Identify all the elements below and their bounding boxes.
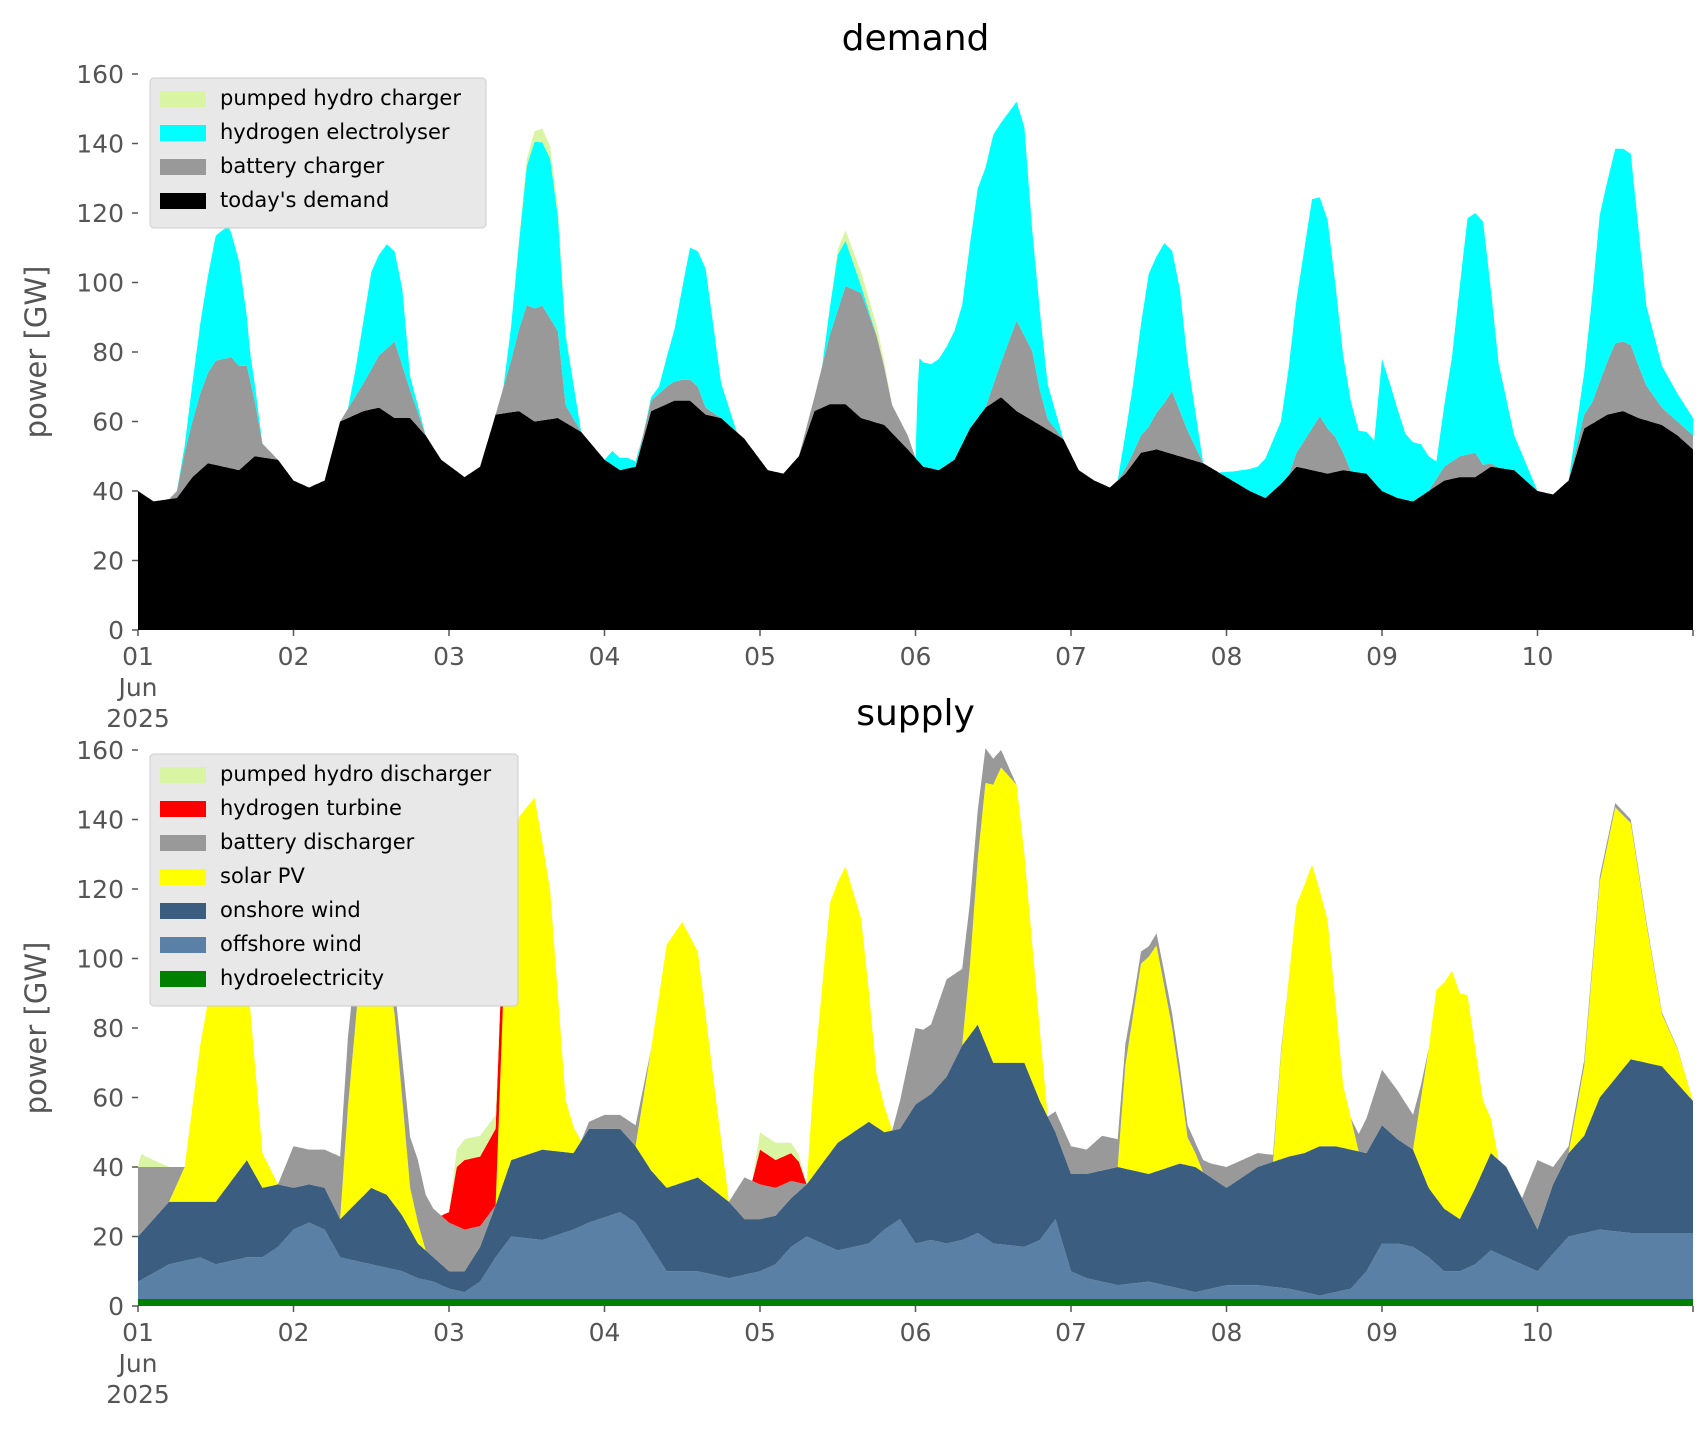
legend-swatch-solar-pv <box>160 869 206 885</box>
legend-swatch-hydrogen-turbine <box>160 801 206 817</box>
x-tick-label: 04 <box>589 642 621 671</box>
x-tick-label: 08 <box>1211 642 1243 671</box>
x-tick-label: 03 <box>433 642 465 671</box>
x-tick-label: 02 <box>278 1318 310 1347</box>
y-tick-label: 100 <box>76 945 124 974</box>
x-tick-label: 06 <box>900 642 932 671</box>
area-today-s-demand <box>138 397 1693 630</box>
legend-swatch-today-s-demand <box>160 193 206 209</box>
x-tick-label: 2025 <box>106 1380 170 1409</box>
x-tick-label: 05 <box>744 1318 776 1347</box>
legend-label-onshore-wind: onshore wind <box>220 898 361 922</box>
chart-title: demand <box>842 18 990 59</box>
x-tick-label: 01 <box>122 1318 154 1347</box>
x-tick-label: 06 <box>900 1318 932 1347</box>
legend-label-battery-discharger: battery discharger <box>220 830 415 854</box>
y-tick-label: 20 <box>92 547 124 576</box>
legend-label-battery-charger: battery charger <box>220 154 385 178</box>
y-axis-label: power [GW] <box>19 942 53 1115</box>
x-tick-label: 2025 <box>106 704 170 733</box>
legend: pumped hydro charger hydrogen electrolyse… <box>149 77 487 229</box>
legend-swatch-battery-charger <box>160 159 206 175</box>
y-tick-label: 40 <box>92 1153 124 1182</box>
x-tick-label: Jun <box>116 673 157 702</box>
area-offshore-wind <box>138 1212 1693 1299</box>
area-battery-discharger <box>138 748 1693 1272</box>
legend-swatch-offshore-wind <box>160 937 206 953</box>
legend-label-today-s-demand: today's demand <box>220 188 389 212</box>
x-tick-label: 09 <box>1366 1318 1398 1347</box>
x-tick-label: 03 <box>433 1318 465 1347</box>
y-tick-label: 140 <box>76 806 124 835</box>
x-tick-label: 02 <box>278 642 310 671</box>
y-axis-label: power [GW] <box>19 266 53 439</box>
x-tick-label: 10 <box>1522 642 1554 671</box>
y-tick-label: 60 <box>92 1084 124 1113</box>
x-tick-label: 07 <box>1055 1318 1087 1347</box>
legend-label-hydroelectricity: hydroelectricity <box>220 966 384 990</box>
x-tick-label: 08 <box>1211 1318 1243 1347</box>
y-tick-label: 80 <box>92 1014 124 1043</box>
x-tick-label: 05 <box>744 642 776 671</box>
x-tick-label: 10 <box>1522 1318 1554 1347</box>
legend-swatch-hydroelectricity <box>160 971 206 987</box>
y-tick-label: 80 <box>92 338 124 367</box>
x-tick-label: 01 <box>122 642 154 671</box>
y-tick-label: 120 <box>76 875 124 904</box>
legend-swatch-battery-discharger <box>160 835 206 851</box>
y-tick-label: 140 <box>76 130 124 159</box>
x-tick-label: 07 <box>1055 642 1087 671</box>
y-tick-label: 40 <box>92 477 124 506</box>
legend-label-hydrogen-electrolyser: hydrogen electrolyser <box>220 120 450 144</box>
area-solar-pv <box>138 767 1693 1272</box>
x-tick-label: 09 <box>1366 642 1398 671</box>
legend: pumped hydro discharger hydrogen turbine b… <box>149 753 519 1007</box>
legend-swatch-pumped-hydro-discharger <box>160 767 206 783</box>
legend-label-offshore-wind: offshore wind <box>220 932 362 956</box>
x-tick-label: 04 <box>589 1318 621 1347</box>
y-tick-label: 20 <box>92 1223 124 1252</box>
y-tick-label: 160 <box>76 736 124 765</box>
legend-swatch-onshore-wind <box>160 903 206 919</box>
y-tick-label: 100 <box>76 269 124 298</box>
y-tick-label: 0 <box>108 1292 124 1321</box>
legend-label-hydrogen-turbine: hydrogen turbine <box>220 796 402 820</box>
legend-swatch-pumped-hydro-charger <box>160 91 206 107</box>
area-onshore-wind <box>138 1024 1693 1296</box>
y-tick-label: 60 <box>92 408 124 437</box>
legend-label-solar-pv: solar PV <box>220 864 305 888</box>
chart-title: supply <box>856 693 975 734</box>
y-tick-label: 0 <box>108 616 124 645</box>
legend-label-pumped-hydro-charger: pumped hydro charger <box>220 86 461 110</box>
area-battery-charger <box>138 286 1693 502</box>
y-tick-label: 160 <box>76 60 124 89</box>
x-tick-label: Jun <box>116 1349 157 1378</box>
y-tick-label: 120 <box>76 199 124 228</box>
area-hydrogen-electrolyser <box>138 101 1693 502</box>
legend-box <box>149 77 487 229</box>
legend-label-pumped-hydro-discharger: pumped hydro discharger <box>220 762 491 786</box>
legend-box <box>149 753 519 1007</box>
legend-swatch-hydrogen-electrolyser <box>160 125 206 141</box>
area-hydroelectricity <box>138 1299 1693 1306</box>
